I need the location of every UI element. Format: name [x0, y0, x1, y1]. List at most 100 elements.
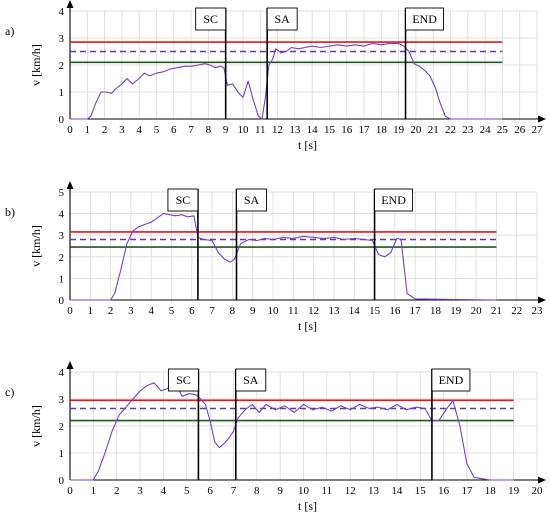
phase-marker-label: SC	[176, 193, 191, 207]
phase-marker-box	[405, 7, 444, 31]
phase-marker-box	[236, 188, 267, 212]
x-tick-label: 13	[328, 305, 340, 317]
x-tick-label: 24	[480, 124, 492, 136]
x-tick-label: 4	[136, 124, 142, 136]
x-tick-label: 2	[102, 124, 108, 136]
y-axis-label: v [km/h]	[29, 405, 43, 447]
y-axis-label: v [km/h]	[29, 225, 43, 267]
x-tick-label: 7	[231, 485, 237, 497]
y-tick-label: 2	[59, 60, 65, 72]
speed-series-line	[70, 42, 503, 120]
x-tick-label: 18	[376, 124, 388, 136]
y-tick-label: 0	[59, 114, 65, 126]
x-tick-label: 8	[254, 485, 260, 497]
phase-marker-label: SA	[244, 193, 260, 207]
x-tick-label: 1	[91, 485, 97, 497]
x-tick-label: 11	[288, 305, 299, 317]
x-tick-label: 20	[471, 305, 483, 317]
y-tick-label: 4	[59, 367, 65, 379]
x-tick-label: 23	[462, 124, 474, 136]
x-tick-label: 19	[450, 305, 462, 317]
x-tick-label: 22	[511, 305, 522, 317]
x-axis-label: t [s]	[298, 499, 317, 513]
x-tick-label: 13	[368, 485, 380, 497]
y-axis-arrow	[66, 361, 74, 369]
y-tick-label: 3	[59, 230, 65, 242]
phase-marker-box	[195, 7, 227, 31]
x-tick-label: 27	[532, 124, 544, 136]
x-tick-label: 6	[171, 124, 177, 136]
x-tick-label: 2	[114, 485, 120, 497]
phase-marker-label: END	[381, 193, 406, 207]
phase-marker-box	[431, 368, 471, 392]
x-tick-label: 23	[532, 305, 544, 317]
y-axis-arrow	[66, 181, 74, 189]
x-tick-label: 19	[508, 485, 520, 497]
x-tick-label: 14	[349, 305, 361, 317]
y-tick-label: 1	[59, 448, 65, 460]
panel-a: 0 1 2 3 4 5 6 7 8 9 10 11 12 13 14 15 16 17 18 19 20 21 22 23 24…	[5, 0, 546, 152]
x-tick-label: 18	[485, 485, 497, 497]
y-tick-label: 2	[59, 252, 65, 264]
x-axis-arrow	[538, 296, 546, 304]
x-tick-label: 16	[438, 485, 450, 497]
y-tick-label: 1	[59, 87, 65, 99]
x-tick-label: 8	[206, 124, 212, 136]
phase-marker-label: END	[412, 12, 437, 26]
x-tick-label: 8	[230, 305, 236, 317]
x-tick-label: 15	[369, 305, 381, 317]
x-tick-label: 14	[307, 124, 319, 136]
y-axis-label: v [km/h]	[29, 44, 43, 86]
x-tick-label: 11	[322, 485, 333, 497]
phase-marker-label: SA	[275, 12, 291, 26]
x-tick-label: 17	[359, 124, 371, 136]
y-tick-label: 0	[59, 475, 65, 487]
x-tick-label: 14	[391, 485, 403, 497]
x-tick-label: 6	[207, 485, 213, 497]
panel-label: c)	[5, 385, 14, 399]
x-tick-label: 26	[514, 124, 526, 136]
x-tick-label: 22	[445, 124, 456, 136]
y-tick-label: 0	[59, 295, 65, 307]
x-tick-label: 7	[188, 124, 194, 136]
phase-marker-box	[374, 188, 414, 212]
x-tick-label: 20	[410, 124, 422, 136]
x-axis-label: t [s]	[298, 138, 317, 152]
phase-marker-box	[235, 368, 267, 392]
panel-label: b)	[5, 205, 15, 219]
phase-marker-label: SC	[203, 12, 218, 26]
x-tick-label: 1	[88, 305, 94, 317]
x-tick-label: 3	[119, 124, 125, 136]
y-tick-label: 3	[59, 394, 65, 406]
x-tick-label: 7	[209, 305, 215, 317]
x-tick-label: 4	[148, 305, 154, 317]
x-tick-label: 16	[389, 305, 401, 317]
x-tick-label: 12	[308, 305, 319, 317]
phase-marker-box	[167, 188, 199, 212]
phase-marker-box	[167, 368, 199, 392]
x-axis-arrow	[538, 115, 546, 123]
x-tick-label: 21	[428, 124, 439, 136]
y-tick-label: 4	[59, 6, 65, 18]
x-tick-label: 9	[277, 485, 283, 497]
x-tick-label: 10	[298, 485, 310, 497]
y-tick-label: 5	[59, 187, 65, 199]
y-tick-label: 3	[59, 33, 65, 45]
phase-marker-label: END	[439, 373, 464, 387]
y-tick-label: 1	[59, 273, 65, 285]
x-tick-label: 20	[532, 485, 544, 497]
x-tick-label: 12	[345, 485, 356, 497]
x-tick-label: 10	[237, 124, 249, 136]
y-axis-arrow	[66, 0, 74, 8]
panel-label: a)	[5, 24, 14, 38]
x-tick-label: 3	[128, 305, 134, 317]
x-tick-label: 19	[393, 124, 405, 136]
x-tick-label: 9	[223, 124, 229, 136]
y-tick-label: 2	[59, 421, 65, 433]
x-tick-label: 5	[184, 485, 190, 497]
x-tick-label: 21	[491, 305, 502, 317]
x-tick-label: 10	[268, 305, 280, 317]
x-tick-label: 9	[250, 305, 256, 317]
speed-series-line	[70, 382, 514, 481]
